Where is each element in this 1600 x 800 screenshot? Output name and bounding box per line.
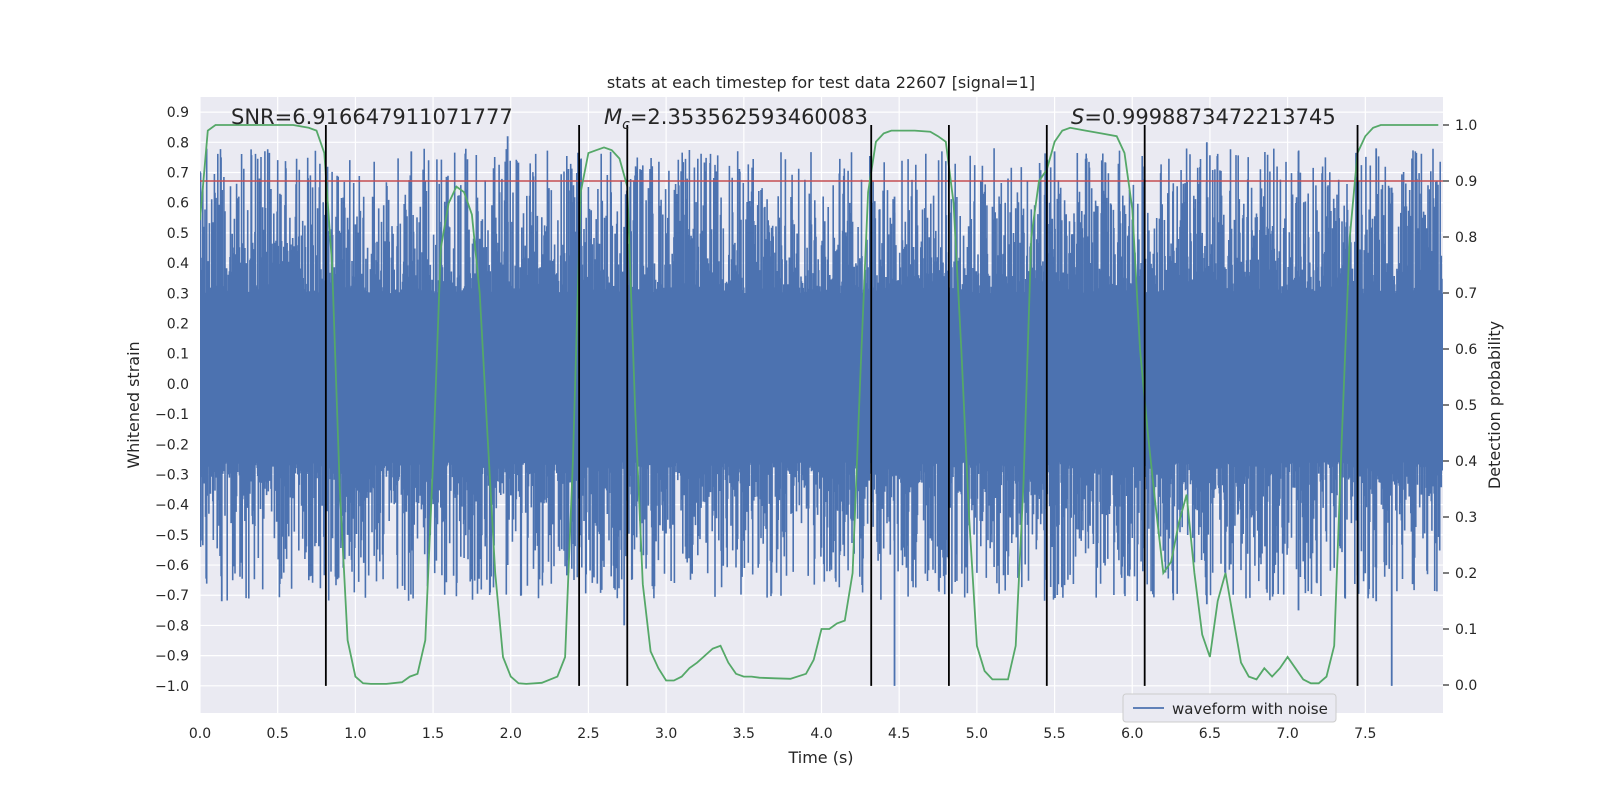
y-tick-label: 0.7 — [167, 165, 189, 181]
y-tick-label: 0.6 — [167, 196, 189, 212]
right-axis-ticks: 0.0 0.1 0.2 0.3 0.4 0.5 0.6 0.7 0.8 0.9 1.0 — [1443, 118, 1477, 694]
y2-tick-label: 0.6 — [1455, 342, 1477, 358]
x-tick-label: 6.0 — [1121, 726, 1143, 742]
chirp-mass-value: =2.353562593460083 — [630, 105, 868, 129]
left-axis-ticks: −1.0 −0.9 −0.8 −0.7 −0.6 −0.5 −0.4 −0.3 −0.2 −0.1… — [155, 105, 189, 695]
x-axis-ticks: 0.0 0.5 1.0 1.5 2.0 2.5 3.0 3.5 4.0 4.5 5.0 5.5 6.0 6… — [189, 726, 1377, 742]
y2-tick-label: 0.5 — [1455, 398, 1477, 414]
probability-series — [200, 124, 1439, 685]
y2-tick-label: 0.1 — [1455, 622, 1477, 638]
y-tick-label: 0.0 — [167, 377, 189, 393]
event-markers — [324, 125, 1359, 686]
y2-tick-label: 0.7 — [1455, 286, 1477, 302]
y-tick-label: 0.9 — [167, 105, 189, 121]
left-axis-label: Whitened strain — [124, 341, 143, 468]
x-tick-label: 6.5 — [1199, 726, 1221, 742]
y-tick-label: 0.2 — [167, 316, 189, 332]
spin-annotation: S=0.9998873472213745 — [1071, 105, 1336, 129]
spin-value: =0.9998873472213745 — [1084, 105, 1335, 129]
y2-tick-label: 0.0 — [1455, 678, 1477, 694]
snr-annotation: SNR=6.916647911071777 — [231, 105, 513, 129]
x-tick-label: 0.5 — [267, 726, 289, 742]
y-tick-label: −0.5 — [155, 528, 189, 544]
y-tick-label: 0.3 — [167, 286, 189, 302]
waveform-series — [200, 136, 1443, 686]
y-tick-label: 0.8 — [167, 135, 189, 151]
x-tick-label: 7.5 — [1354, 726, 1376, 742]
y2-tick-label: 0.2 — [1455, 566, 1477, 582]
right-axis-label: Detection probability — [1485, 321, 1504, 489]
y-tick-label: −0.4 — [155, 498, 189, 514]
x-tick-label: 4.0 — [810, 726, 832, 742]
chirp-mass-annotation: Mc=2.353562593460083 — [604, 105, 868, 133]
y-tick-label: 0.5 — [167, 226, 189, 242]
y-tick-label: −0.1 — [155, 407, 189, 423]
x-axis-label: Time (s) — [787, 748, 853, 767]
x-tick-label: 2.5 — [577, 726, 599, 742]
y-tick-label: −0.3 — [155, 467, 189, 483]
y2-tick-label: 1.0 — [1455, 118, 1477, 134]
y-tick-label: 0.4 — [167, 256, 189, 272]
x-tick-label: 5.5 — [1043, 726, 1065, 742]
chirp-mass-symbol: M — [604, 105, 622, 129]
x-tick-label: 3.0 — [655, 726, 677, 742]
x-tick-label: 0.0 — [189, 726, 211, 742]
y2-tick-label: 0.4 — [1455, 454, 1477, 470]
chart-title: stats at each timestep for test data 226… — [607, 73, 1035, 92]
legend-label-waveform: waveform with noise — [1172, 700, 1328, 718]
x-tick-label: 4.5 — [888, 726, 910, 742]
x-tick-label: 2.0 — [500, 726, 522, 742]
x-tick-label: 7.0 — [1276, 726, 1298, 742]
legend: waveform with noise — [1122, 693, 1337, 723]
x-tick-label: 1.0 — [344, 726, 366, 742]
y2-tick-label: 0.3 — [1455, 510, 1477, 526]
y-tick-label: −0.2 — [155, 437, 189, 453]
x-tick-label: 3.5 — [733, 726, 755, 742]
y-tick-label: −0.7 — [155, 588, 189, 604]
legend-frame — [1122, 693, 1337, 723]
chirp-mass-subscript: c — [622, 117, 630, 133]
y-tick-label: −0.8 — [155, 618, 189, 634]
y-tick-label: −0.6 — [155, 558, 189, 574]
spin-symbol: S — [1071, 105, 1084, 129]
detection-probability-line — [200, 124, 1439, 685]
x-tick-label: 5.0 — [966, 726, 988, 742]
y-tick-label: −0.9 — [155, 649, 189, 665]
y-tick-label: −1.0 — [155, 679, 189, 695]
y2-tick-label: 0.9 — [1455, 174, 1477, 190]
y2-tick-label: 0.8 — [1455, 230, 1477, 246]
x-tick-label: 1.5 — [422, 726, 444, 742]
y-tick-label: 0.1 — [167, 347, 189, 363]
